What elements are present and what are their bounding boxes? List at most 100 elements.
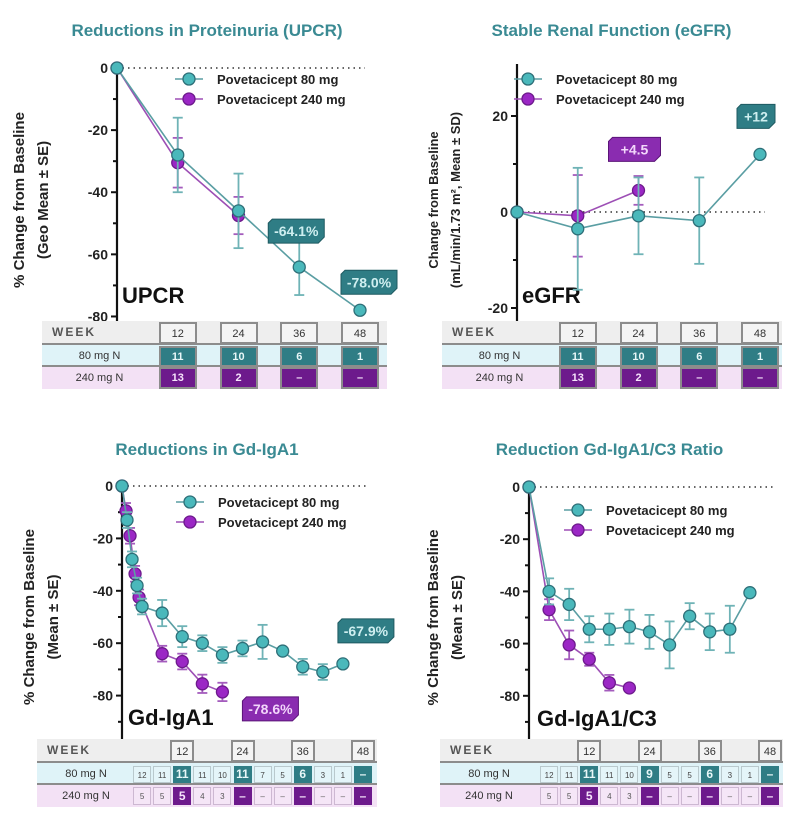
n-80mg-cell: 10 (620, 766, 639, 783)
week-row (442, 321, 782, 345)
week-label-48: 48 (341, 322, 379, 344)
n-80mg-cell: 12 (540, 766, 559, 783)
data-point (215, 648, 230, 662)
chart-title: Reductions in Proteinuria (UPCR) (71, 21, 343, 40)
data-point (125, 552, 139, 567)
week-label-36: 36 (697, 740, 722, 762)
week-label-24: 24 (619, 322, 658, 344)
data-point (296, 660, 310, 674)
legend: Povetacicept 80 mg Povetacicept 240 mg (514, 72, 685, 107)
value-badge: -78.0% (340, 269, 398, 295)
n-80mg-cell: 11 (193, 766, 212, 783)
week-label-48: 48 (741, 322, 779, 344)
y-tick-label: -60 (93, 635, 113, 651)
y-tick-label: -80 (88, 308, 108, 324)
week-header: WEEK (450, 743, 494, 757)
value-badge-text: -78.0% (347, 274, 392, 290)
n-240mg-cell: 13 (158, 367, 197, 389)
row-80mg-label: 80 mg N (78, 350, 121, 362)
row-240mg-label: 240 mg N (465, 790, 513, 802)
panel-egfr: Stable Renal Function (eGFR) 20 0 -20 Chang… (404, 0, 809, 415)
y-tick-label: -60 (500, 636, 520, 652)
y-tick-label: -80 (93, 688, 113, 704)
n-80mg-cell: 10 (213, 766, 232, 783)
legend-label: Povetacicept 240 mg (217, 92, 346, 107)
n-80mg-cell: 10 (619, 346, 658, 367)
n-240mg-cell: 13 (558, 367, 597, 389)
n-table-gdiga1c3: WEEK 80 mg N 240 mg N 12 5 11 5 12 11 5 11 4 10 3 24 9–… (440, 739, 783, 811)
chart-title: Reductions in Gd-IgA1 (115, 440, 299, 459)
data-point (292, 260, 306, 274)
legend-marker-240mg (521, 92, 535, 106)
week-label-12: 12 (170, 740, 195, 762)
panel-label: Gd-IgA1 (128, 705, 214, 730)
data-point (255, 635, 270, 649)
data-point (562, 597, 576, 612)
data-point (622, 681, 637, 695)
n-80mg-cell: 10 (219, 346, 258, 367)
data-point (276, 644, 290, 658)
value-badge-text: +12 (744, 108, 768, 124)
n-240mg-cell: – (293, 787, 312, 805)
week-label-12: 12 (577, 740, 602, 762)
n-80mg-cell: 1 (741, 346, 779, 367)
n-240mg-cell: 5 (560, 787, 579, 805)
n-240mg-cell: 4 (193, 787, 212, 805)
data-point (743, 586, 757, 600)
legend-label: Povetacicept 240 mg (606, 523, 735, 538)
n-80mg-cell: 12 (133, 766, 152, 783)
y-tick-label: -20 (88, 122, 108, 138)
legend: Povetacicept 80 mg Povetacicept 240 mg (564, 503, 735, 538)
n-80mg-cell: 11 (558, 346, 597, 367)
data-point (642, 625, 657, 639)
n-80mg-cell: 11 (560, 766, 579, 783)
legend-marker-80mg (571, 503, 585, 517)
data-point (522, 480, 536, 494)
week-label-48: 48 (351, 740, 375, 762)
n-table-gdiga1: WEEK 80 mg N 240 mg N 12 5 11 5 12 11 5 11 4 10 3 24 11… (37, 739, 377, 811)
y-axis-label: % Change from Baseline (21, 529, 38, 705)
data-point (195, 677, 209, 691)
row-240mg-label: 240 mg N (62, 790, 110, 802)
n-240mg-cell: 2 (619, 367, 658, 389)
n-240mg-cell: – (354, 787, 372, 805)
chart-gdiga1c3: 0-20-40-60-80-100% Change from Baseline(… (425, 479, 775, 762)
row-80mg-label: 80 mg N (468, 768, 510, 780)
n-80mg-cell: 6 (680, 346, 719, 367)
value-badge-text: -67.9% (344, 623, 389, 639)
chart-upcr: 0 -20 -40 -60 -80 % Change from Baseline (Geo … (11, 60, 398, 346)
y-tick-label: -20 (500, 531, 520, 547)
n-240mg-cell: 5 (580, 787, 599, 805)
legend-label: Povetacicept 80 mg (218, 495, 339, 510)
week-label-36: 36 (280, 322, 319, 344)
value-badge-text: +4.5 (621, 141, 649, 157)
n-240mg-cell: – (741, 367, 779, 389)
value-badge: +12 (736, 103, 776, 129)
y-tick-label: -40 (88, 184, 108, 200)
n-80mg-cell: 11 (580, 766, 599, 783)
y-axis-label-sub: (Geo Mean ± SE) (35, 141, 52, 259)
data-point (753, 147, 767, 162)
data-point (631, 209, 646, 223)
week-header: WEEK (47, 743, 91, 757)
y-tick-label: 0 (100, 60, 108, 76)
data-point (175, 629, 189, 644)
n-240mg-cell: – (280, 367, 319, 389)
data-point (622, 619, 637, 634)
n-80mg-cell: 3 (313, 766, 332, 783)
n-240mg-cell: 3 (213, 787, 232, 805)
n-80mg-cell: – (354, 766, 372, 783)
chart-title: Stable Renal Function (eGFR) (491, 21, 732, 40)
y-axis-label: % Change from Baseline (11, 112, 28, 288)
legend-label: Povetacicept 240 mg (218, 515, 347, 530)
n-80mg-cell: 11 (600, 766, 619, 783)
value-badge-bg (736, 103, 776, 129)
data-point (110, 61, 124, 75)
week-label-48: 48 (758, 740, 782, 762)
series-line (121, 485, 344, 673)
chart-gdiga1: 0-20-40-60-80-100% Change from Baseline(… (21, 478, 395, 762)
series-80mg (510, 147, 767, 291)
y-axis-label-sub: (Mean ± SE) (45, 575, 62, 660)
n-80mg-cell: 1 (333, 766, 352, 783)
n-80mg-cell: 6 (280, 346, 319, 367)
